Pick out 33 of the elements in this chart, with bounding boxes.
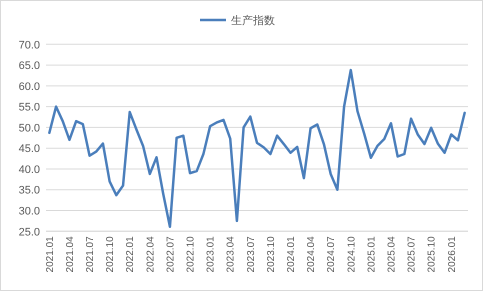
x-tick-label: 2025.04 <box>386 236 398 272</box>
y-tick-label: 55.0 <box>18 102 40 114</box>
x-tick-label: 2022.07 <box>165 236 176 272</box>
x-tick-label: 2024.07 <box>326 236 338 272</box>
x-tick-label: 2025.01 <box>366 236 378 272</box>
x-tick-label: 2023.04 <box>226 236 237 272</box>
y-tick-label: 45.0 <box>18 143 40 156</box>
x-tick-label: 2021.01 <box>44 236 56 272</box>
x-tick-label: 2026.01 <box>446 236 458 272</box>
x-tick-label: 2021.10 <box>105 236 116 272</box>
x-tick-label: 2022.04 <box>145 236 156 272</box>
x-tick-label: 2023.01 <box>206 236 217 272</box>
y-tick-label: 35.0 <box>18 184 40 197</box>
x-tick-label: 2024.10 <box>346 236 358 272</box>
y-tick-label: 40.0 <box>18 164 40 176</box>
y-tick-label: 70.0 <box>18 39 40 52</box>
x-tick-label: 2023.10 <box>266 236 277 272</box>
x-tick-label: 2024.04 <box>306 236 318 272</box>
x-tick-label: 2025.10 <box>426 236 438 272</box>
x-tick-label: 2023.07 <box>246 236 257 272</box>
y-tick-label: 60.0 <box>18 80 40 93</box>
line-series <box>48 68 466 228</box>
y-tick-label: 65.0 <box>18 60 40 72</box>
x-tick-label: 2025.07 <box>406 236 418 272</box>
x-tick-label: 2022.10 <box>186 236 197 272</box>
y-tick-label: 50.0 <box>18 122 40 134</box>
x-tick-label: 2024.01 <box>286 236 297 272</box>
y-tick-label: 25.0 <box>18 226 40 238</box>
legend-label: 生产指数 <box>231 14 275 27</box>
x-tick-label: 2021.07 <box>85 236 96 272</box>
x-tick-label: 2021.04 <box>64 236 76 272</box>
y-tick-label: 30.0 <box>18 206 40 218</box>
x-tick-label: 2022.01 <box>125 236 136 272</box>
